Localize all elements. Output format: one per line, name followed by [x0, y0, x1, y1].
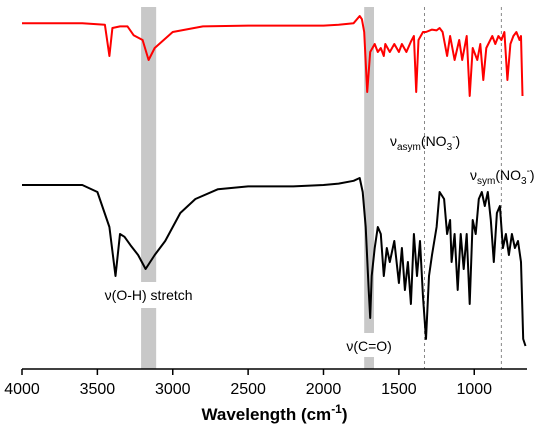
- annotation-asym-nu: ν: [390, 133, 397, 149]
- annotation-sym-close: ): [530, 167, 535, 183]
- annotation-sym-nu: ν: [470, 167, 477, 183]
- highlight-bands: [141, 7, 374, 369]
- x-axis-title-close: ): [342, 405, 348, 424]
- x-tick-label-3000: 3000: [155, 381, 191, 398]
- x-axis-title-superscript: -1: [331, 402, 342, 416]
- x-tick-label-2000: 2000: [306, 381, 342, 398]
- annotation-nitrate-sym: νsym(NO3-): [470, 166, 535, 187]
- x-axis-title-main: Wavelength (cm: [201, 405, 331, 424]
- series-line-1: [22, 177, 527, 347]
- annotation-sym-main: (NO: [495, 167, 521, 183]
- highlight-band-1: [364, 7, 374, 369]
- annotation-sym-subscript: 3: [521, 176, 527, 187]
- highlight-band-0: [141, 7, 157, 369]
- annotation-asym-close: ): [455, 133, 460, 149]
- x-tick-label-2500: 2500: [230, 381, 266, 398]
- series-line-0: [22, 15, 524, 97]
- annotation-backgrounds: [80, 282, 398, 357]
- annotation-nitrate-asym: νasym(NO3-): [390, 132, 460, 153]
- annotation-asym-superscript: -: [452, 132, 455, 143]
- annotation-sym-superscript: -: [527, 166, 530, 177]
- annotation-co-background: [341, 333, 398, 357]
- x-axis-title: Wavelength (cm-1): [201, 402, 347, 424]
- reference-lines: [423, 7, 502, 369]
- annotation-asym-subscript: 3: [447, 142, 453, 153]
- annotation-asym-sub: asym: [397, 142, 421, 153]
- annotation-co: ν(C=O): [346, 338, 392, 354]
- x-tick-label-3500: 3500: [80, 381, 116, 398]
- x-tick-label-1000: 1000: [456, 381, 492, 398]
- annotation-oh-stretch: ν(O-H) stretch: [105, 287, 193, 303]
- annotation-sym-sub: sym: [477, 176, 495, 187]
- annotation-asym-main: (NO: [421, 133, 447, 149]
- x-tick-label-4000: 4000: [4, 381, 40, 398]
- x-tick-label-1500: 1500: [381, 381, 417, 398]
- x-axis-ticks: 4000 3500 3000 2500 2000 1500 1000: [4, 369, 492, 398]
- series-layer: [22, 15, 527, 347]
- annotation-oh-background: [80, 282, 217, 308]
